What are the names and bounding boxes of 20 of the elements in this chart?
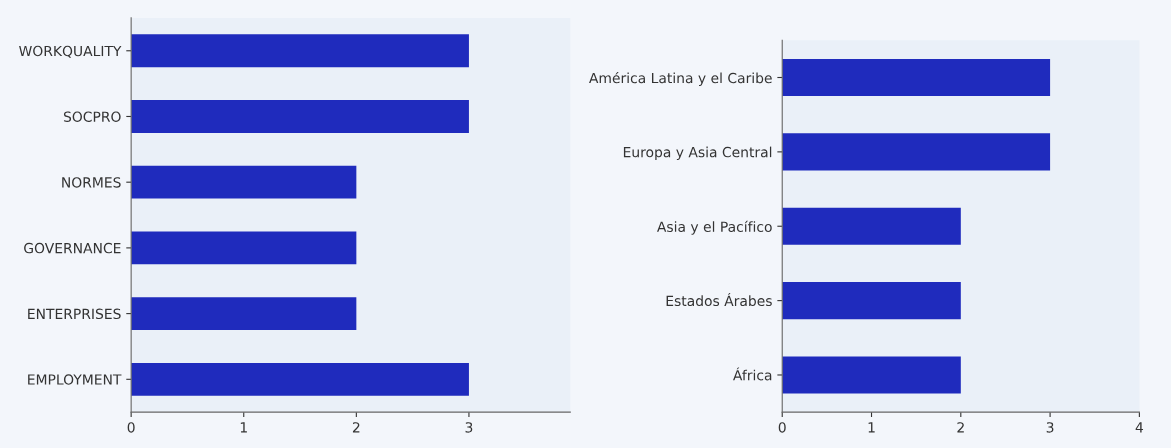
x-tick-label: 0 <box>127 422 135 433</box>
x-tick-label: 1 <box>868 422 875 433</box>
y-tick-label: Asia y el Pacífico <box>657 220 772 235</box>
y-tick-label: WORKQUALITY <box>19 45 122 58</box>
y-tick-label: Estados Árabes <box>666 293 772 307</box>
y-tick-label: GOVERNANCE <box>24 242 121 254</box>
y-tick-label: África <box>733 367 772 381</box>
y-tick-label: Europa y Asia Central <box>623 146 772 161</box>
x-tick-label: 4 <box>1135 422 1144 433</box>
y-tick-label: SOCPRO <box>63 111 121 122</box>
x-tick-label: 3 <box>1046 422 1054 433</box>
x-tick-label: 2 <box>352 422 360 433</box>
x-tick-label: 0 <box>778 422 786 433</box>
x-tick-label: 1 <box>240 422 247 433</box>
y-tick-label: ENTERPRISES <box>28 308 121 320</box>
x-tick-label: 2 <box>957 422 964 433</box>
x-tick-label: 3 <box>465 422 473 433</box>
y-tick-label: NORMES <box>62 177 121 188</box>
y-tick-label: América Latina y el Caribe <box>589 71 772 86</box>
y-tick-label: EMPLOYMENT <box>28 374 122 385</box>
